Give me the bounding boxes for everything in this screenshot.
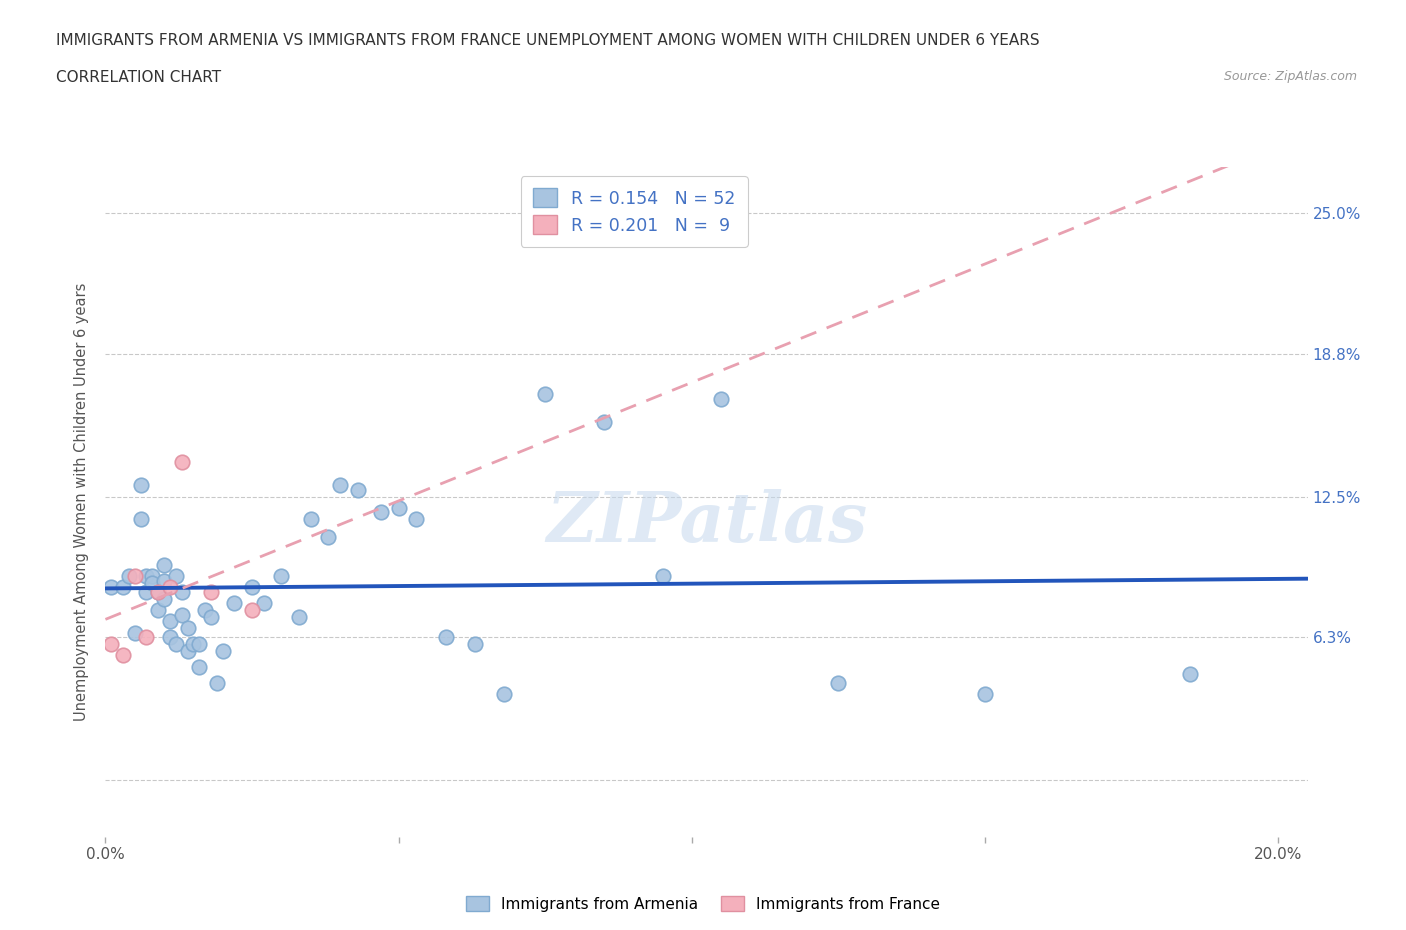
Point — [534, 387, 557, 402]
Point — [100, 580, 122, 595]
Point — [159, 580, 181, 595]
Point — [388, 500, 411, 515]
Point — [434, 630, 457, 644]
Point — [135, 584, 157, 599]
Point — [211, 644, 233, 658]
Point — [129, 478, 152, 493]
Point — [224, 596, 246, 611]
Point — [188, 637, 211, 652]
Point — [593, 414, 616, 429]
Point — [176, 620, 198, 635]
Point — [710, 392, 733, 406]
Point — [112, 580, 135, 595]
Text: Source: ZipAtlas.com: Source: ZipAtlas.com — [1223, 70, 1357, 83]
Point — [346, 483, 368, 498]
Point — [165, 568, 187, 583]
Point — [170, 455, 193, 470]
Point — [159, 630, 181, 644]
Point — [176, 644, 198, 658]
Point — [124, 625, 146, 640]
Point — [464, 637, 486, 652]
Point — [159, 614, 181, 629]
Point — [153, 591, 176, 606]
Point — [329, 478, 352, 493]
Point — [188, 659, 211, 674]
Point — [194, 603, 217, 618]
Point — [112, 648, 135, 663]
Point — [974, 686, 997, 701]
Point — [170, 607, 193, 622]
Point — [153, 573, 176, 588]
Point — [183, 637, 205, 652]
Point — [148, 584, 170, 599]
Point — [165, 637, 187, 652]
Point — [205, 675, 228, 690]
Point — [200, 584, 222, 599]
Point — [270, 568, 292, 583]
Point — [405, 512, 427, 526]
Point — [651, 568, 673, 583]
Point — [200, 609, 222, 624]
Point — [827, 675, 849, 690]
Point — [124, 568, 146, 583]
Legend: Immigrants from Armenia, Immigrants from France: Immigrants from Armenia, Immigrants from… — [460, 889, 946, 918]
Point — [129, 512, 152, 526]
Legend: R = 0.154   N = 52, R = 0.201   N =  9: R = 0.154 N = 52, R = 0.201 N = 9 — [522, 176, 748, 246]
Text: IMMIGRANTS FROM ARMENIA VS IMMIGRANTS FROM FRANCE UNEMPLOYMENT AMONG WOMEN WITH : IMMIGRANTS FROM ARMENIA VS IMMIGRANTS FR… — [56, 33, 1040, 47]
Point — [240, 603, 263, 618]
Point — [153, 557, 176, 572]
Point — [118, 568, 141, 583]
Text: ZIPatlas: ZIPatlas — [546, 488, 868, 556]
Point — [299, 512, 322, 526]
Y-axis label: Unemployment Among Women with Children Under 6 years: Unemployment Among Women with Children U… — [75, 283, 90, 722]
Point — [141, 576, 163, 591]
Point — [288, 609, 311, 624]
Text: CORRELATION CHART: CORRELATION CHART — [56, 70, 221, 85]
Point — [141, 568, 163, 583]
Point — [170, 584, 193, 599]
Point — [1180, 666, 1202, 681]
Point — [135, 568, 157, 583]
Point — [253, 596, 276, 611]
Point — [240, 580, 263, 595]
Point — [100, 637, 122, 652]
Point — [316, 530, 339, 545]
Point — [370, 505, 392, 520]
Point — [494, 686, 516, 701]
Point — [135, 630, 157, 644]
Point — [148, 603, 170, 618]
Point — [148, 584, 170, 599]
